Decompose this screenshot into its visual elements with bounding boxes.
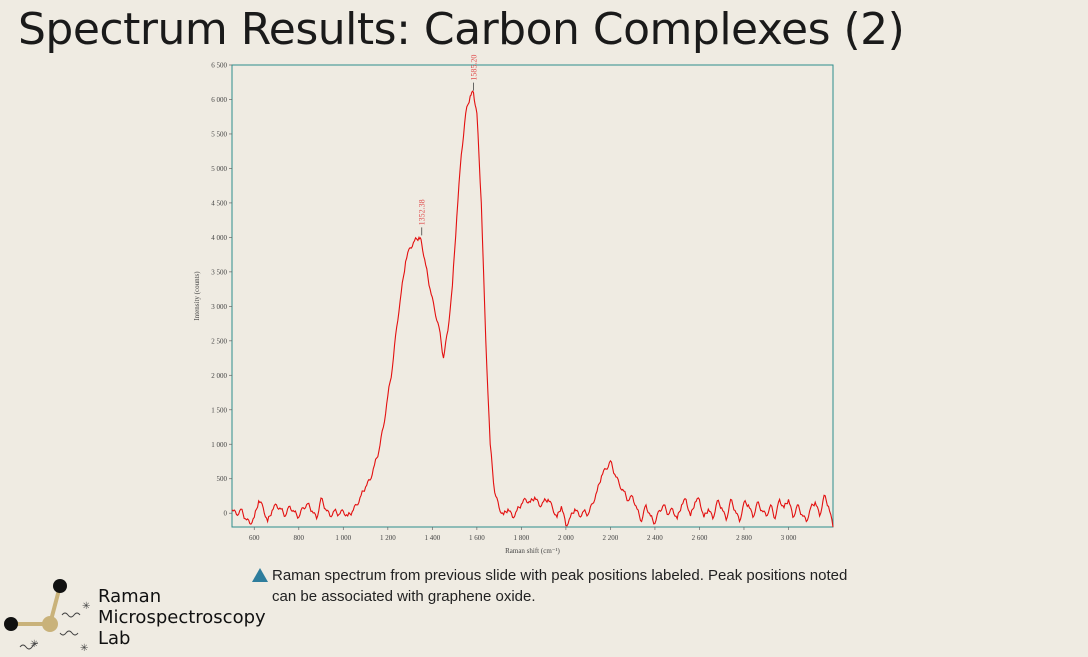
x-tick-label: 1 600 — [469, 534, 485, 542]
y-tick-label: 1 500 — [211, 406, 227, 414]
plot-frame — [231, 64, 834, 528]
x-tick-label: 2 000 — [558, 534, 574, 542]
x-tick-label: 1 400 — [424, 534, 440, 542]
y-tick-label: 5 500 — [211, 130, 227, 138]
peak-annotations: 1352.38 1585.20 — [418, 55, 479, 236]
lab-logo-icon: ✳ ✳ ✳ — [4, 579, 90, 654]
x-tick-label: 800 — [294, 534, 305, 542]
x-axis-title: Raman shift (cm⁻¹) — [505, 547, 560, 555]
y-tick-label: 500 — [217, 475, 228, 483]
x-tick-label: 600 — [249, 534, 260, 542]
y-tick-label: 2 000 — [211, 372, 227, 380]
lab-name: Raman Microspectroscopy Lab — [98, 586, 266, 649]
peak-label: 1352.38 — [418, 199, 427, 225]
svg-text:✳: ✳ — [80, 643, 88, 654]
x-tick-label: 1 000 — [335, 534, 351, 542]
x-tick-label: 2 800 — [736, 534, 752, 542]
y-tick-label: 1 000 — [211, 441, 227, 449]
y-tick-label: 6 000 — [211, 96, 227, 104]
svg-text:✳: ✳ — [30, 639, 38, 650]
lab-name-line-1: Raman — [98, 586, 162, 607]
x-tick-label: 2 600 — [692, 534, 708, 542]
y-tick-label: 5 000 — [211, 165, 227, 173]
y-axis: 0 500 1 000 1 500 2 000 2 500 3 000 3 500 4 000 4… — [211, 62, 232, 518]
x-tick-label: 1 800 — [513, 534, 529, 542]
peak-label: 1585.20 — [470, 55, 479, 81]
y-tick-label: 3 500 — [211, 268, 227, 276]
x-tick-label: 3 000 — [781, 534, 797, 542]
y-tick-label: 4 000 — [211, 234, 227, 242]
svg-text:✳: ✳ — [82, 601, 90, 612]
lab-name-line-3: Lab — [98, 628, 131, 649]
y-axis-title: Intensity (counts) — [193, 271, 201, 321]
y-tick-label: 2 500 — [211, 337, 227, 345]
slide-title: Spectrum Results: Carbon Complexes (2) — [18, 4, 905, 55]
y-tick-label: 0 — [224, 510, 228, 518]
figure-caption: Raman spectrum from previous slide with … — [272, 567, 848, 605]
x-axis: 600 800 1 000 1 200 1 400 1 600 1 800 2 000 2 20… — [249, 527, 797, 542]
lab-name-line-2: Microspectroscopy — [98, 607, 266, 628]
y-tick-label: 3 000 — [211, 303, 227, 311]
spectrum-line — [231, 90, 834, 528]
caption-bullet-icon — [252, 568, 268, 582]
x-tick-label: 1 200 — [380, 534, 396, 542]
y-tick-label: 4 500 — [211, 199, 227, 207]
y-tick-label: 6 500 — [211, 62, 227, 70]
x-tick-label: 2 400 — [647, 534, 663, 542]
x-tick-label: 2 200 — [603, 534, 619, 542]
